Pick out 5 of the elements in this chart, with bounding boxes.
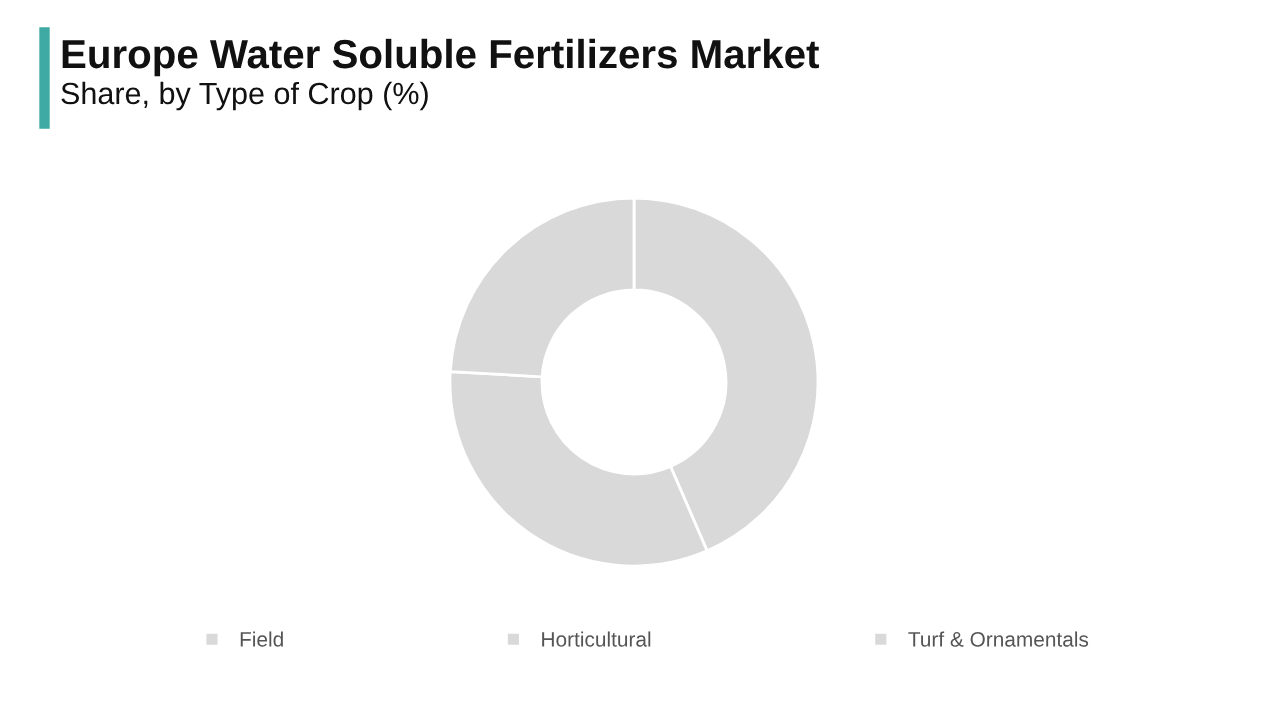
legend-label: Turf & Ornamentals <box>908 631 1089 647</box>
legend-label: Horticultural <box>542 631 651 647</box>
legend-label: Field <box>240 631 283 647</box>
chart-title: Europe Water Soluble Fertilizers Market <box>62 38 819 77</box>
chart-subtitle: Share, by Type of Crop (%) <box>61 81 428 111</box>
